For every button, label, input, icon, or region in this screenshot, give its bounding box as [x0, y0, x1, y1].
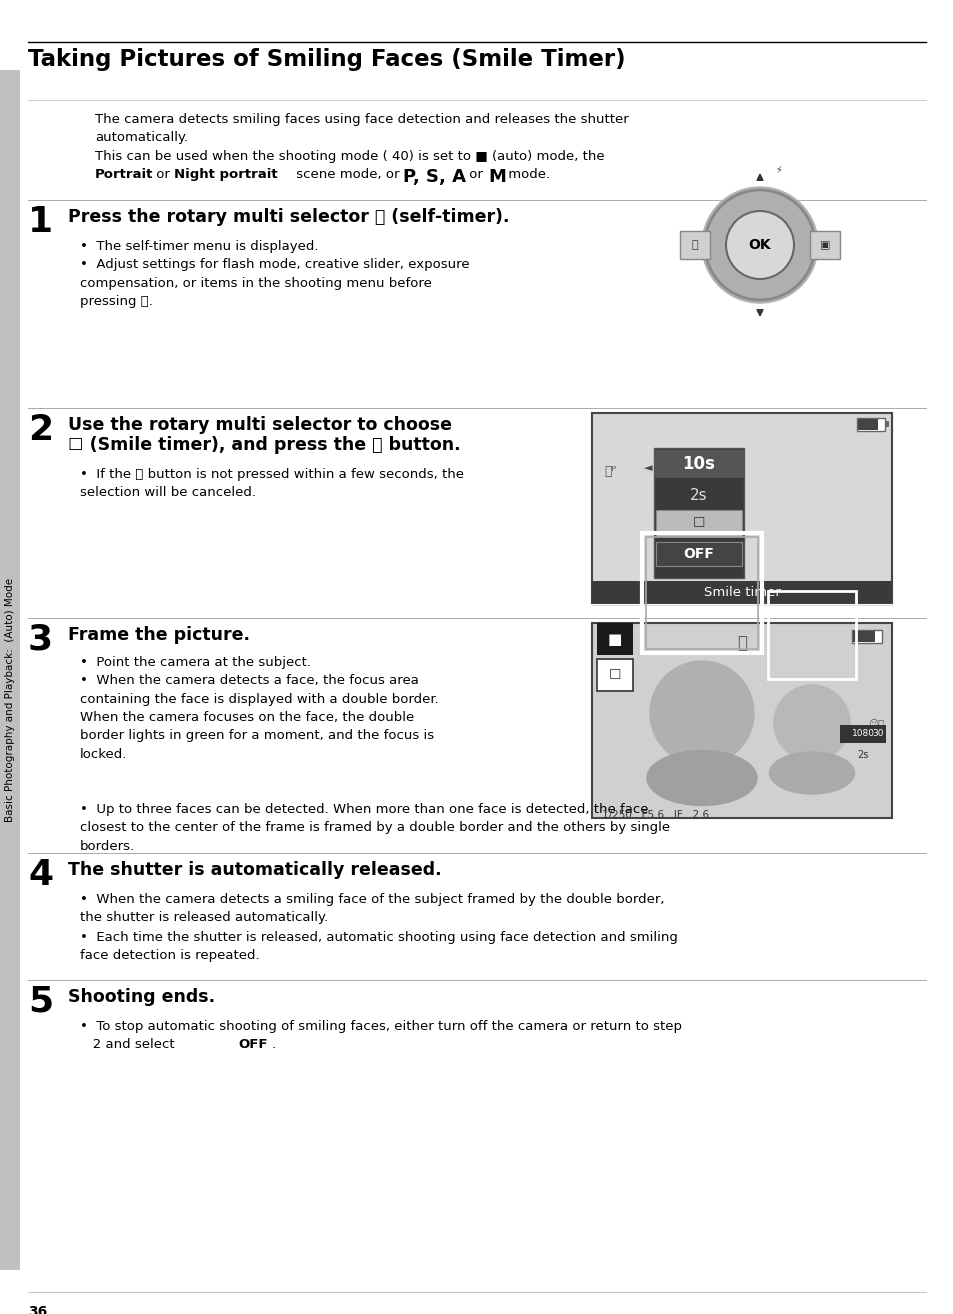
Text: ☐: ☐ [692, 516, 704, 530]
Text: scene mode, or: scene mode, or [292, 168, 403, 181]
Text: or: or [464, 168, 487, 181]
Text: 10s: 10s [681, 455, 715, 473]
Text: 3: 3 [28, 623, 53, 657]
Text: 2: 2 [28, 413, 53, 447]
Text: This can be used when the shooting mode ( 40) is set to ■ (auto) mode, the: This can be used when the shooting mode … [95, 150, 604, 163]
Text: The camera detects smiling faces using face detection and releases the shutter
a: The camera detects smiling faces using f… [95, 113, 628, 145]
Bar [856, 418, 884, 431]
Circle shape [725, 212, 793, 279]
Text: Shooting ends.: Shooting ends. [68, 988, 214, 1007]
Bar [654, 449, 743, 478]
Text: •  When the camera detects a face, the focus area
containing the face is display: • When the camera detects a face, the fo… [80, 674, 438, 761]
Text: •  Point the camera at the subject.: • Point the camera at the subject. [80, 656, 311, 669]
Text: •  Adjust settings for flash mode, creative slider, exposure
compensation, or it: • Adjust settings for flash mode, creati… [80, 258, 469, 307]
Text: ■: ■ [607, 632, 621, 646]
Text: Use the rotary multi selector to choose: Use the rotary multi selector to choose [68, 417, 452, 434]
Text: ☐ (Smile timer), and press the Ⓢ button.: ☐ (Smile timer), and press the Ⓢ button. [68, 436, 460, 455]
Text: 2s: 2s [857, 750, 868, 759]
Text: ☺ⓢ: ☺ⓢ [867, 717, 883, 728]
Text: mode.: mode. [503, 168, 550, 181]
Bar [645, 537, 758, 649]
Text: Taking Pictures of Smiling Faces (Smile Timer): Taking Pictures of Smiling Faces (Smile … [28, 49, 625, 71]
Bar [851, 629, 882, 643]
Bar [840, 725, 885, 742]
Bar [592, 623, 891, 819]
Text: 36: 36 [28, 1305, 48, 1314]
Text: ▣: ▣ [819, 240, 829, 250]
Text: M: M [488, 168, 505, 187]
Text: ⓢᴾ: ⓢᴾ [603, 465, 616, 478]
Bar [767, 591, 855, 679]
Text: OK: OK [748, 238, 771, 252]
Circle shape [649, 661, 753, 765]
Text: •  Up to three faces can be detected. When more than one face is detected, the f: • Up to three faces can be detected. Whe… [80, 803, 669, 853]
Text: Portrait: Portrait [95, 168, 153, 181]
Bar [0, 70, 20, 1271]
Bar [592, 413, 891, 603]
Text: Night portrait: Night portrait [173, 168, 277, 181]
Bar [884, 420, 888, 427]
Text: The shutter is automatically released.: The shutter is automatically released. [68, 861, 441, 879]
Text: 30: 30 [872, 729, 883, 738]
Bar [679, 231, 709, 259]
Bar [857, 419, 877, 430]
Text: Frame the picture.: Frame the picture. [68, 625, 250, 644]
Text: .: . [272, 1038, 275, 1051]
Circle shape [773, 685, 849, 761]
Text: Press the rotary multi selector ⓢ (self-timer).: Press the rotary multi selector ⓢ (self-… [68, 208, 509, 226]
Text: OFF: OFF [237, 1038, 267, 1051]
Text: 5: 5 [28, 986, 53, 1018]
Circle shape [701, 187, 817, 304]
Text: •  The self-timer menu is displayed.: • The self-timer menu is displayed. [80, 240, 318, 254]
Text: •  When the camera detects a smiling face of the subject framed by the double bo: • When the camera detects a smiling face… [80, 894, 664, 925]
Ellipse shape [769, 752, 854, 794]
Text: or: or [152, 168, 174, 181]
Text: •  Each time the shutter is released, automatic shooting using face detection an: • Each time the shutter is released, aut… [80, 932, 678, 962]
Text: ⚡: ⚡ [774, 166, 781, 175]
Bar [656, 541, 741, 566]
Text: OFF: OFF [683, 547, 714, 561]
Text: ☐: ☐ [608, 668, 620, 682]
Text: 1080: 1080 [851, 729, 874, 738]
Text: P, S, A: P, S, A [402, 168, 465, 187]
Text: 2s: 2s [689, 489, 707, 503]
Bar [852, 631, 874, 643]
Text: ⓢ: ⓢ [691, 240, 698, 250]
Text: •  If the Ⓢ button is not pressed within a few seconds, the
selection will be ca: • If the Ⓢ button is not pressed within … [80, 468, 463, 499]
Text: •  To stop automatic shooting of smiling faces, either turn off the camera or re: • To stop automatic shooting of smiling … [80, 1020, 681, 1051]
Text: ◄: ◄ [643, 463, 652, 473]
Ellipse shape [646, 750, 757, 805]
Bar [641, 533, 761, 653]
Bar [597, 660, 633, 691]
Text: 1/250   F5.6   IF   2.6: 1/250 F5.6 IF 2.6 [601, 809, 708, 820]
Bar [809, 231, 840, 259]
Text: ⓘ: ⓘ [737, 633, 746, 652]
Text: 1: 1 [28, 205, 53, 239]
Text: 4: 4 [28, 858, 53, 892]
Text: Basic Photography and Playback:  (Auto) Mode: Basic Photography and Playback: (Auto) M… [5, 578, 15, 823]
Bar [656, 510, 741, 536]
Text: Smile timer: Smile timer [702, 586, 780, 598]
Bar [592, 581, 891, 603]
Bar [597, 623, 633, 654]
Bar [654, 448, 743, 578]
